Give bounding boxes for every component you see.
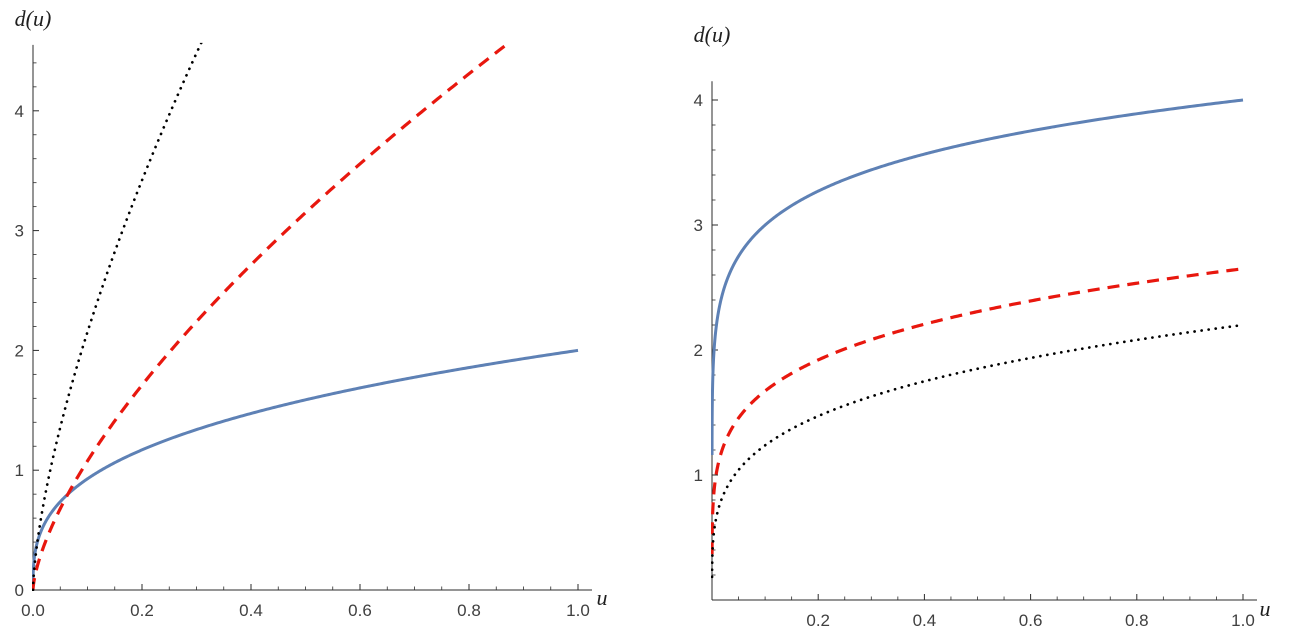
y-axis-label: d(u) [15,6,52,31]
x-tick-label: 0.8 [1125,611,1149,630]
x-tick-label: 1.0 [566,601,590,620]
left-plot: 0.0 0.2 0.4 0.6 0.8 1.0 0 1 2 3 4 d(u) u [15,6,608,620]
y-tick-label: 2 [15,341,24,360]
x-tick-label: 1.0 [1231,611,1255,630]
x-tick-label: 0.0 [21,601,45,620]
y-tick-label: 1 [694,466,703,485]
x-tick-label: 0.4 [913,611,937,630]
x-tick-label: 0.4 [239,601,263,620]
y-tick-label: 4 [694,91,703,110]
x-axis-label: u [597,585,608,610]
series-blue-solid [32,348,579,590]
right-plot: 0.2 0.4 0.6 0.8 1.0 1 2 3 4 d(u) u [694,22,1271,630]
x-axis-label: u [1260,596,1271,621]
y-tick-label: 3 [694,216,703,235]
series-red-dashed [32,42,512,590]
y-tick-label: 4 [15,102,24,121]
y-tick-label: 2 [694,341,703,360]
y-tick-label: 3 [15,222,24,241]
y-axis-label: d(u) [694,22,731,47]
series-black-dotted [711,323,1245,579]
y-tick-label: 0 [15,581,24,600]
x-tick-label: 0.6 [1019,611,1043,630]
x-tick-label: 0.2 [806,611,830,630]
x-tick-label: 0.8 [457,601,481,620]
series-black-dotted [32,42,203,592]
x-tick-label: 0.2 [130,601,154,620]
series-red-dashed [711,267,1244,555]
series-blue-solid [711,98,1244,456]
y-tick-label: 1 [15,461,24,480]
x-tick-label: 0.6 [348,601,372,620]
